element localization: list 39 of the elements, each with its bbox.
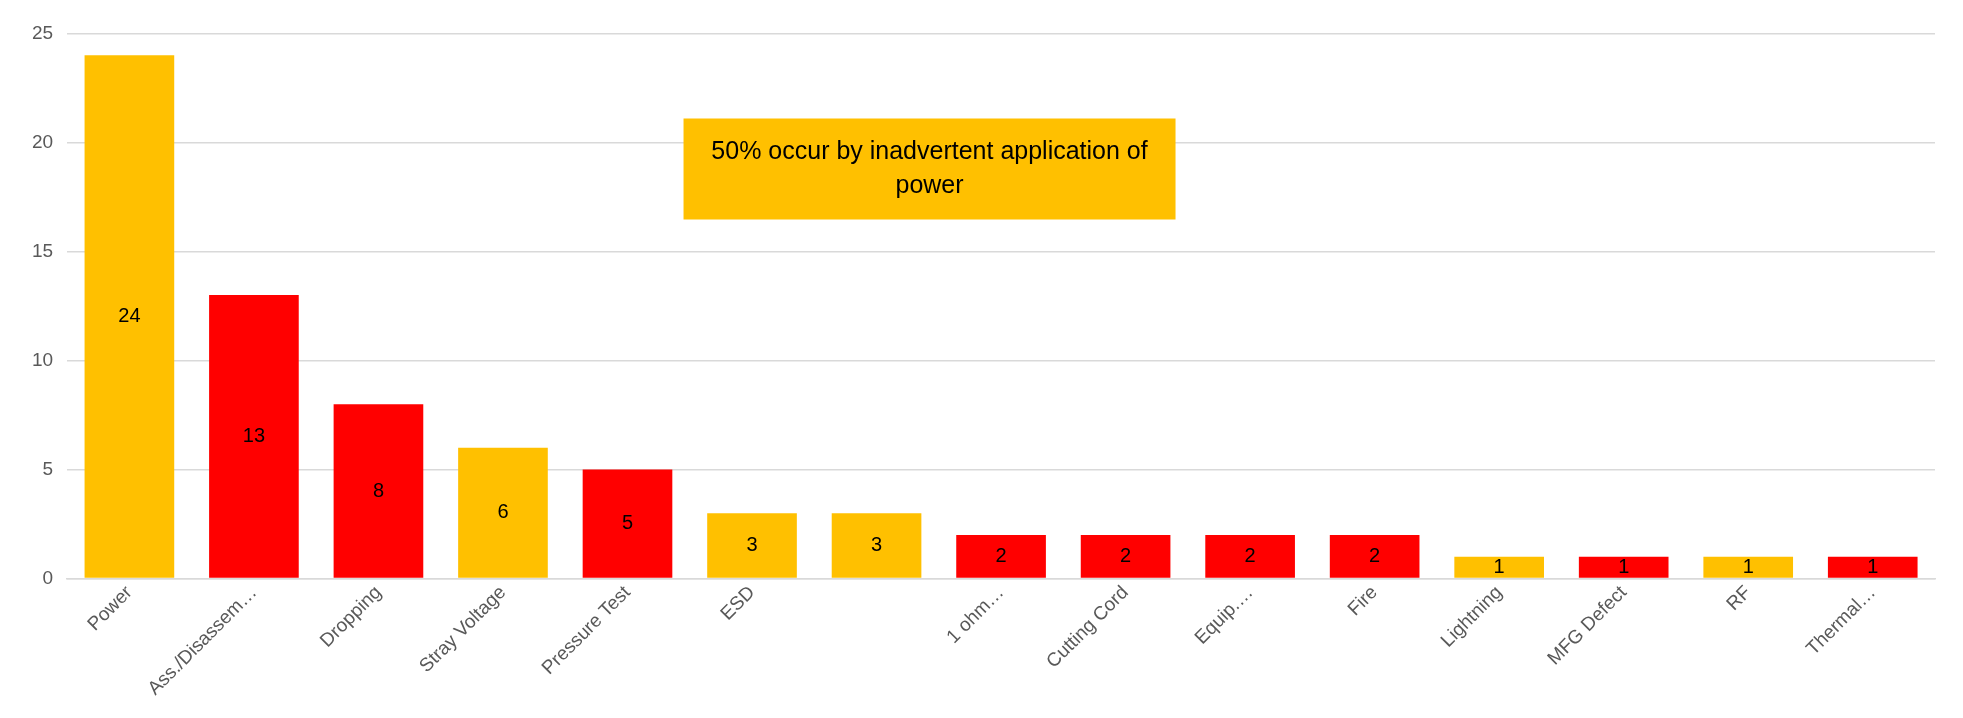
x-tick-label: RF xyxy=(1721,581,1755,615)
bar xyxy=(209,295,299,578)
y-tick-label: 10 xyxy=(31,348,54,370)
data-label: 5 xyxy=(621,511,634,534)
bar xyxy=(1703,556,1794,578)
data-label: 2 xyxy=(995,543,1007,566)
data-label: 3 xyxy=(746,533,758,556)
bar xyxy=(956,534,1046,578)
bar xyxy=(1329,534,1420,578)
y-tick-label: 20 xyxy=(31,130,54,152)
data-label: 1 xyxy=(1867,554,1879,577)
y-tick-label: 5 xyxy=(42,457,54,479)
data-label: 1 xyxy=(1493,554,1505,577)
data-label: 6 xyxy=(497,500,509,523)
y-tick-label: 15 xyxy=(31,239,54,261)
x-tick-label: Fire xyxy=(1343,581,1382,620)
bar xyxy=(1454,556,1544,578)
bar xyxy=(1578,556,1669,578)
bar xyxy=(1080,534,1171,578)
bar xyxy=(707,513,797,578)
data-label: 13 xyxy=(242,423,266,446)
bar xyxy=(1827,556,1918,578)
data-label: 2 xyxy=(1120,543,1132,566)
data-label: 2 xyxy=(1244,543,1256,566)
y-tick-label: 0 xyxy=(42,566,54,588)
data-label: 2 xyxy=(1369,543,1381,566)
data-label: 8 xyxy=(372,478,385,501)
data-label: 24 xyxy=(118,304,141,327)
bar xyxy=(1205,534,1295,578)
data-label: 1 xyxy=(1742,554,1754,577)
bar xyxy=(458,447,548,578)
bar xyxy=(582,469,673,578)
bar xyxy=(84,55,175,578)
data-label: 3 xyxy=(870,533,883,556)
y-tick-label: 25 xyxy=(31,21,54,43)
bar xyxy=(831,513,922,578)
annotation: 50% occur by inadvertent application of power xyxy=(711,135,1148,198)
data-label: 1 xyxy=(1618,554,1630,577)
bar xyxy=(333,404,424,578)
